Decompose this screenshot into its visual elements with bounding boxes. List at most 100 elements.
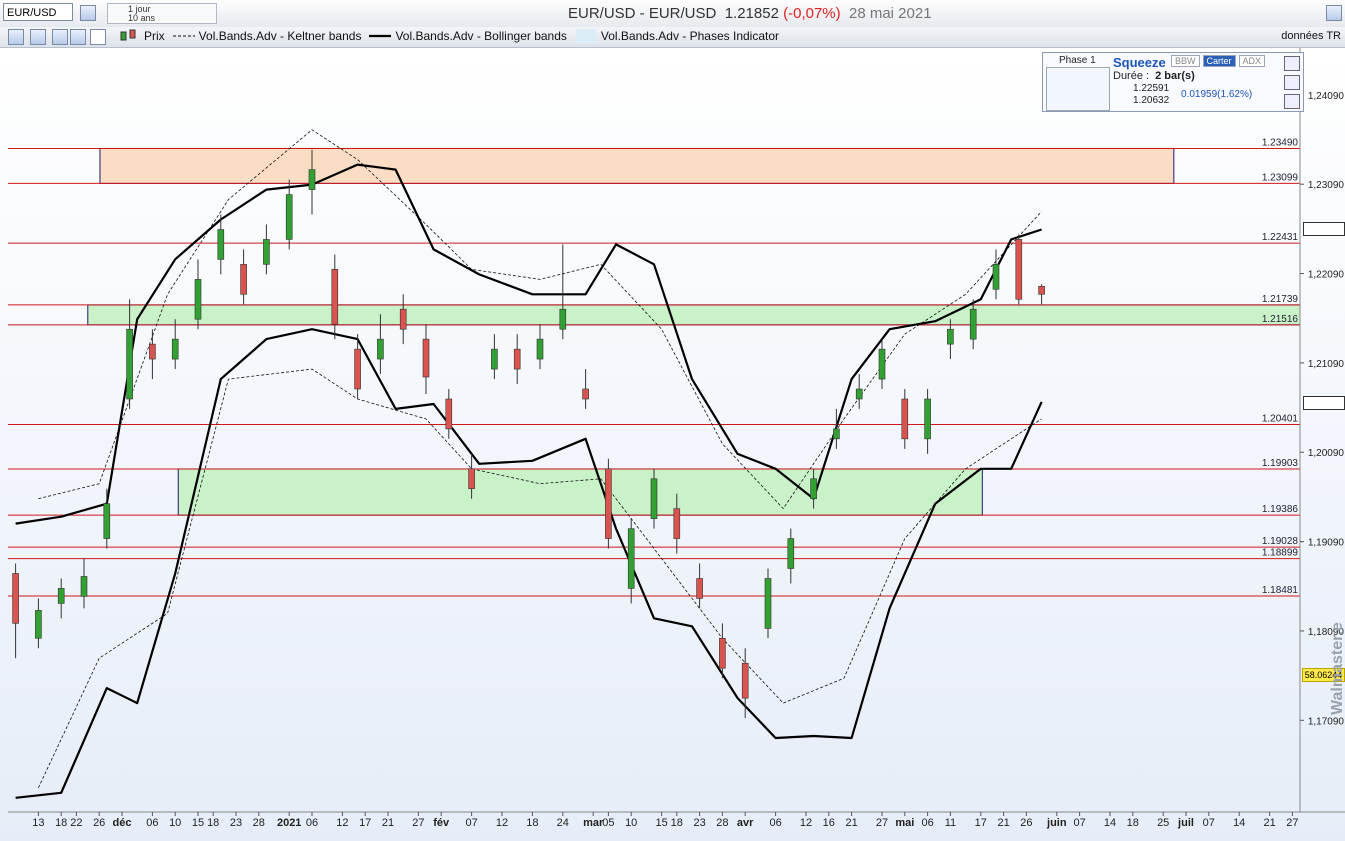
level-label: 1.22431 bbox=[1262, 232, 1299, 243]
candle-body bbox=[1015, 239, 1023, 300]
legend-label: Vol.Bands.Adv - Keltner bands bbox=[198, 29, 362, 43]
x-tick-label: 12 bbox=[336, 817, 348, 829]
squeeze-title: Squeeze bbox=[1113, 55, 1166, 70]
duration-value: 2 bar(s) bbox=[1155, 70, 1195, 82]
book-icon[interactable] bbox=[80, 5, 96, 21]
candle-body bbox=[650, 478, 658, 519]
x-tick-label: 18 bbox=[1127, 817, 1139, 829]
candle-body bbox=[924, 398, 931, 440]
candle-body bbox=[673, 508, 681, 539]
x-tick-label: 28 bbox=[253, 817, 265, 829]
x-tick-label: 06 bbox=[921, 817, 933, 829]
x-tick-label: 17 bbox=[359, 817, 371, 829]
candle-body bbox=[833, 428, 840, 440]
candle-body bbox=[969, 308, 977, 340]
x-tick-label: 18 bbox=[671, 817, 683, 829]
tool-icon[interactable] bbox=[52, 29, 68, 45]
band-upper bbox=[38, 129, 1042, 510]
panel-icon[interactable] bbox=[1284, 94, 1300, 109]
tab[interactable]: Carter bbox=[1202, 55, 1236, 67]
legend-item[interactable]: Vol.Bands.Adv - Keltner bands bbox=[172, 29, 362, 43]
tab[interactable]: ADX bbox=[1238, 55, 1266, 67]
tool-icon[interactable] bbox=[70, 29, 86, 45]
x-tick-label: 18 bbox=[526, 817, 538, 829]
legend-label: Prix bbox=[144, 29, 165, 43]
y-tick-label: 1,23090 bbox=[1308, 180, 1345, 191]
watermark: Walmaster.e bbox=[1329, 622, 1345, 715]
tools-icon[interactable] bbox=[1326, 5, 1342, 21]
legend-swatch bbox=[369, 34, 392, 38]
legend-item[interactable]: Prix bbox=[118, 29, 165, 43]
legend-item[interactable]: Vol.Bands.Adv - Bollinger bands bbox=[369, 29, 567, 43]
legend-swatch bbox=[172, 35, 195, 37]
header: EUR/USD 1 jour 10 ans EUR/USD - EUR/USD … bbox=[0, 0, 1345, 28]
candle-body bbox=[285, 194, 293, 240]
candle-body bbox=[468, 468, 475, 490]
x-tick-label: 12 bbox=[496, 817, 508, 829]
x-tick-label: mai bbox=[895, 817, 914, 829]
candle-body bbox=[741, 662, 749, 699]
candle-body bbox=[217, 229, 225, 260]
title: EUR/USD - EUR/USD 1.21852 (-0,07%) 28 ma… bbox=[568, 5, 932, 22]
lower-value: 1.20632 bbox=[1133, 95, 1170, 106]
candle-body bbox=[354, 348, 361, 390]
tool-icon[interactable] bbox=[90, 29, 106, 45]
candle-body bbox=[810, 478, 817, 500]
level-label: 1.23099 bbox=[1262, 172, 1299, 183]
x-tick-label: 21 bbox=[997, 817, 1009, 829]
candle-body bbox=[605, 468, 612, 539]
symbol-input[interactable]: EUR/USD bbox=[3, 3, 73, 21]
legend-label: Vol.Bands.Adv - Bollinger bands bbox=[395, 29, 567, 43]
plot bbox=[8, 129, 1300, 799]
tabs: BBW Carter ADX bbox=[1171, 55, 1268, 67]
x-tick-label: 17 bbox=[975, 817, 987, 829]
x-tick-label: 2021 bbox=[277, 817, 301, 829]
phase-zone bbox=[87, 304, 1300, 326]
candle-body bbox=[1038, 286, 1045, 295]
instrument: EUR/USD - EUR/USD bbox=[568, 5, 717, 22]
phase-zone bbox=[177, 468, 983, 516]
candle-body bbox=[126, 328, 133, 400]
swatch-down bbox=[129, 29, 136, 39]
x-tick-label: 07 bbox=[1203, 817, 1215, 829]
x-tick-label: 07 bbox=[1073, 817, 1085, 829]
panel-icon[interactable] bbox=[1284, 56, 1300, 71]
x-tick-label: 18 bbox=[55, 817, 67, 829]
y-tick-label: 1,21090 bbox=[1308, 359, 1345, 370]
candle-body bbox=[103, 503, 111, 539]
candle-body bbox=[194, 279, 202, 320]
change: (-0,07%) bbox=[783, 5, 841, 22]
candle-body bbox=[263, 239, 270, 265]
y-tick-label: 1,24090 bbox=[1308, 91, 1345, 102]
candle-body bbox=[399, 308, 407, 330]
tool-icon[interactable] bbox=[8, 29, 24, 45]
x-tick-label: 18 bbox=[207, 817, 219, 829]
phase: Phase 1 bbox=[1059, 55, 1096, 66]
x-tick-label: 06 bbox=[146, 817, 158, 829]
tool-icon[interactable] bbox=[30, 29, 46, 45]
level-label: 1.21516 bbox=[1262, 314, 1299, 325]
candle-body bbox=[80, 576, 88, 597]
candle-body bbox=[149, 343, 156, 360]
x-tick-label: fév bbox=[433, 817, 450, 829]
candle-body bbox=[445, 398, 453, 430]
last-price: 1.21852 bbox=[724, 5, 779, 22]
candle-body bbox=[240, 264, 247, 295]
x-tick-label: 22 bbox=[70, 817, 82, 829]
duration-label: Durée : bbox=[1113, 70, 1150, 82]
x-tick-label: 23 bbox=[693, 817, 705, 829]
period-select[interactable]: 1 jour 10 ans bbox=[107, 3, 217, 24]
x-tick-label: 06 bbox=[306, 817, 318, 829]
x-tick-label: déc bbox=[113, 817, 132, 829]
x-tick-label: 15 bbox=[192, 817, 204, 829]
candle-body bbox=[331, 269, 339, 325]
candle-body bbox=[719, 637, 726, 669]
band-upper bbox=[15, 163, 1042, 525]
x-tick-label: 15 bbox=[655, 817, 667, 829]
candle-body bbox=[696, 578, 703, 599]
x-tick-label: 28 bbox=[716, 817, 728, 829]
legend-item[interactable]: Vol.Bands.Adv - Phases Indicator bbox=[575, 29, 779, 43]
tab[interactable]: BBW bbox=[1171, 55, 1200, 67]
panel-icon[interactable] bbox=[1284, 75, 1300, 90]
